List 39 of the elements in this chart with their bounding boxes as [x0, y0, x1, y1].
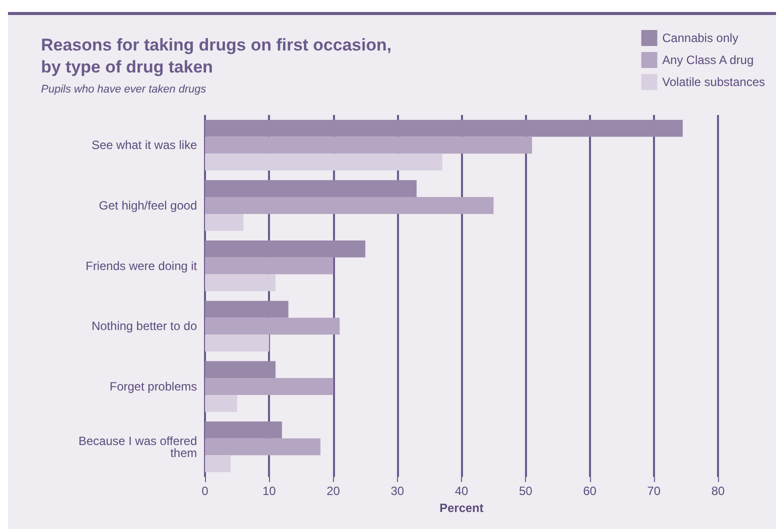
- x-tick-label: 40: [454, 484, 468, 498]
- bar: [205, 274, 276, 292]
- bar: [205, 154, 442, 171]
- bar: [205, 438, 320, 456]
- bar: [205, 197, 494, 214]
- y-tick-label: See what it was like: [92, 138, 198, 152]
- bar: [205, 300, 288, 318]
- bar: [205, 455, 231, 472]
- bar: [205, 180, 417, 198]
- bar: [205, 378, 334, 395]
- x-tick-label: 0: [202, 484, 209, 498]
- x-tick-label: 20: [326, 484, 340, 498]
- x-axis-title: Percent: [439, 500, 484, 515]
- bar: [205, 394, 238, 412]
- bar: [205, 136, 532, 154]
- chart-title: Reasons for taking drugs on first occasion, by type of drug taken: [41, 36, 392, 76]
- y-tick-label: Forget problems: [110, 380, 197, 394]
- bar: [205, 318, 340, 335]
- bar: [205, 214, 244, 231]
- legend-label: Volatile substances: [662, 75, 765, 89]
- bar: [205, 120, 683, 137]
- bar: [205, 421, 282, 438]
- bar: [205, 240, 366, 258]
- x-tick-label: 70: [647, 484, 661, 498]
- x-tick-label: 80: [711, 484, 725, 498]
- chart-subtitle: Pupils who have ever taken drugs: [41, 84, 207, 96]
- x-tick-label: 10: [262, 484, 276, 498]
- legend-label: Any Class A drug: [662, 53, 754, 67]
- bar: [205, 361, 276, 378]
- x-tick-label: 30: [390, 484, 404, 498]
- y-tick-label: Nothing better to do: [92, 319, 198, 334]
- x-tick-label: 50: [518, 484, 533, 498]
- bar: [205, 334, 270, 352]
- y-tick-label: Because I was offered them: [78, 434, 197, 460]
- legend-label: Cannabis only: [662, 31, 738, 45]
- y-tick-label: Friends were doing it: [86, 258, 198, 273]
- bar: [205, 257, 334, 274]
- y-tick-label: Get high/feel good: [98, 198, 197, 212]
- x-tick-label: 60: [583, 484, 597, 498]
